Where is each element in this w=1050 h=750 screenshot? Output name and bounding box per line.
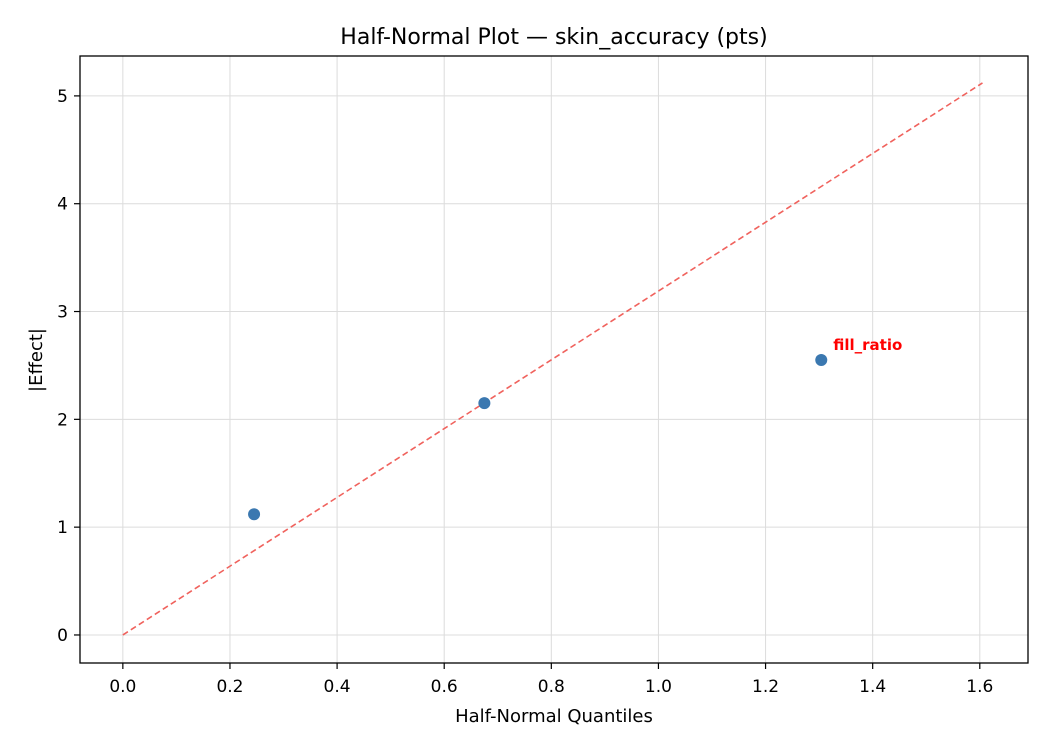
x-tick-label: 1.4 bbox=[859, 677, 886, 697]
x-tick-label: 1.6 bbox=[966, 677, 993, 697]
y-axis-ticks: 0 1 2 3 4 5 bbox=[57, 87, 80, 646]
annotations: fill_ratio bbox=[833, 336, 902, 354]
x-tick-label: 1.2 bbox=[752, 677, 779, 697]
annotation-label: fill_ratio bbox=[833, 336, 902, 354]
x-tick-label: 0.8 bbox=[538, 677, 565, 697]
y-tick-label: 3 bbox=[57, 303, 68, 323]
y-tick-label: 5 bbox=[57, 87, 68, 107]
y-axis-title: |Effect| bbox=[26, 328, 47, 392]
data-point bbox=[815, 354, 828, 367]
x-tick-label: 0.4 bbox=[324, 677, 351, 697]
x-tick-label: 0.6 bbox=[431, 677, 458, 697]
data-point bbox=[248, 508, 261, 521]
y-tick-label: 1 bbox=[57, 518, 68, 538]
y-tick-label: 2 bbox=[57, 410, 68, 430]
x-tick-label: 0.0 bbox=[109, 677, 136, 697]
plot-frame bbox=[79, 55, 1029, 664]
x-tick-label: 0.2 bbox=[216, 677, 243, 697]
reference-line-layer bbox=[122, 82, 983, 636]
y-tick-label: 0 bbox=[57, 626, 68, 646]
x-axis-title: Half-Normal Quantiles bbox=[455, 706, 653, 727]
reference-line bbox=[122, 82, 983, 636]
x-axis-ticks: 0.0 0.2 0.4 0.6 0.8 1.0 1.2 1.4 1.6 bbox=[109, 663, 993, 697]
data-point bbox=[478, 397, 491, 410]
chart-title: Half-Normal Plot — skin_accuracy (pts) bbox=[340, 25, 767, 50]
x-tick-label: 1.0 bbox=[645, 677, 672, 697]
data-points bbox=[248, 354, 828, 521]
y-tick-label: 4 bbox=[57, 195, 68, 215]
